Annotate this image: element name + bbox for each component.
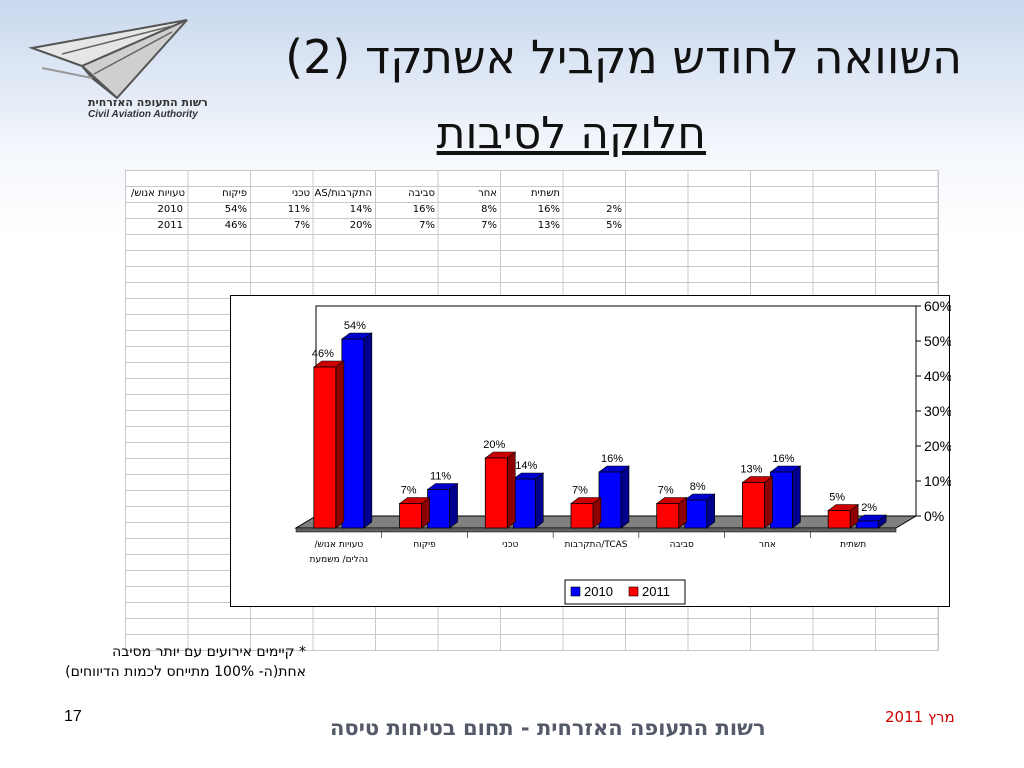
bar-chart: 0% 10% 20% 30% 40% 50% 60% 46% 54% טעויות אנוש/נה… [294,298,951,605]
data-label-2010: 16% [772,453,794,465]
data-label-2010: 54% [344,320,366,332]
sheet-cell: 20% [349,220,372,231]
bar-2010-side [449,482,458,529]
x-tick-label: טכני [502,540,518,550]
x-tick-label: נהלים/ משמעת [310,555,369,565]
page-number: 17 [64,708,82,725]
x-tick-label: טעויות אנוש/ [315,540,364,550]
bar-2010-side [363,332,373,529]
bar-2010 [512,478,536,529]
sheet-cell: 7% [419,220,435,231]
sheet-header-human-error: טעויות אנוש/ נהלים/ משמעת [127,188,185,199]
bar-2011 [570,503,594,529]
bar-2010 [427,489,450,529]
paper-plane-logo-icon [28,19,188,100]
legend-swatch-2010 [570,586,581,597]
sheet-cell: 46% [224,220,247,231]
data-label-2011: 20% [483,439,505,451]
sheet-cell: 5% [606,220,622,231]
footnote-line-1: * קיימים אירועים עם יותר מסיבה [112,644,306,660]
page-title: השוואה לחודש מקביל אשתקד (2) [285,30,962,84]
sheet-cell-year-2010: 2010 [157,204,183,215]
bar-2010-side [534,472,544,529]
data-label-2010: 8% [690,481,706,493]
data-label-2011: 7% [572,485,588,497]
bar-2010 [684,499,708,529]
sheet-cell: 7% [481,220,497,231]
data-label-2011: 7% [401,485,417,497]
sheet-header-control: פיקוח [222,188,247,199]
legend-swatch-2011 [628,586,639,597]
sheet-cell: 16% [412,204,435,215]
bar-2010 [598,471,622,529]
sheet-header-technical: טכני [291,188,310,199]
sheet-cell: 16% [537,204,560,215]
bar-2011 [742,482,765,529]
sheet-cell: 7% [294,220,310,231]
chart-y-tick-label: 20% [924,438,951,454]
sheet-header-environment: סביבה [408,188,435,199]
bar-2011 [656,503,680,529]
x-tick-label: TCAS/התקרבות [565,540,628,550]
sheet-cell: 11% [287,204,310,215]
x-tick-label: תשתית [840,540,866,550]
chart-y-tick-label: 50% [924,333,951,349]
data-label-2011: 13% [740,464,762,476]
chart-legend [564,579,686,605]
data-label-2010: 11% [430,471,451,483]
bar-2010-side [620,465,630,529]
x-tick-label: פיקוח [413,540,436,550]
chart-y-tick-label: 60% [924,298,951,314]
chart-y-tick-label: 40% [924,368,951,384]
data-label-2010: 2% [861,502,877,514]
footer-date: מרץ 2011 [885,708,955,726]
footnote: * קיימים אירועים עם יותר מסיבה אחת(ה- 10… [46,642,306,682]
sheet-cell-year-2011: 2011 [157,220,183,231]
bar-2011 [484,457,508,529]
chart-y-tick-label: 30% [924,403,951,419]
bar-2011-side [335,360,345,529]
logo-name-hebrew: רשות התעופה האזרחית [88,96,208,109]
bar-2011 [827,510,851,529]
sheet-header-other: אחר [478,188,497,199]
x-tick-label: אחר [759,540,776,550]
sheet-cell: 2% [606,204,622,215]
sheet-header-tcas: התקרבות/TCAS [314,188,372,199]
chart-y-tick-label: 0% [924,508,944,524]
bar-2011-side [764,475,773,529]
footer-organization: רשות התעופה האזרחית - תחום בטיחות טיסה [330,716,766,740]
data-label-2010: 16% [601,453,623,465]
page-subtitle: חלוקה לסיבות [436,108,706,159]
bar-2010 [341,338,365,529]
bar-2010 [855,520,879,529]
sheet-cell: 8% [481,204,497,215]
chart-floor-edge [295,527,897,533]
sheet-cell: 13% [537,220,560,231]
chart-y-tick-label: 10% [924,473,951,489]
bar-2011-side [506,451,516,529]
logo-name-english: Civil Aviation Authority [88,109,198,120]
bar-2010 [770,471,793,529]
chart-container[interactable]: 0% 10% 20% 30% 40% 50% 60% 46% 54% טעויות אנוש/נה… [230,295,951,607]
legend-label-2010: 2010 [584,584,613,599]
x-tick-label: סביבה [670,540,694,550]
legend-label-2011: 2011 [642,584,670,599]
data-label-2011: 5% [829,492,845,504]
sheet-cell: 54% [224,204,247,215]
bar-2010-side [792,465,801,529]
sheet-header-infrastructure: תשתית [530,188,560,199]
sheet-cell: 14% [349,204,372,215]
bar-2011 [313,366,337,529]
footnote-line-2: אחת(ה- 100% מתייחס לכמות הדיווחים) [65,664,306,680]
data-label-2010: 14% [515,460,537,472]
bar-2011 [399,503,422,529]
data-label-2011: 7% [658,485,674,497]
data-label-2011: 46% [312,348,334,360]
